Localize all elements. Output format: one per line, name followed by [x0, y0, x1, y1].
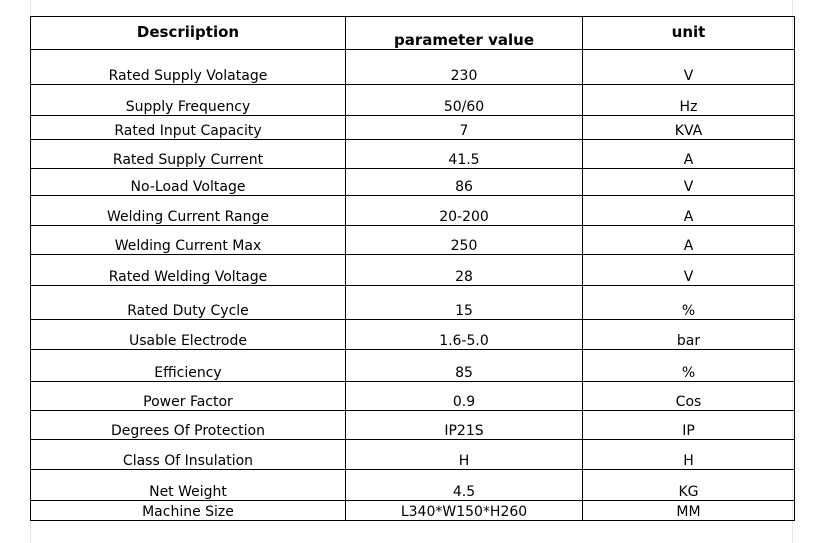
cell-unit: V [582, 49, 795, 85]
header-description: Descriiption [30, 16, 346, 50]
header-row: Descriiption parameter value unit [30, 16, 795, 50]
cell-description: Class Of Insulation [30, 439, 346, 470]
cell-value: 41.5 [345, 139, 583, 169]
cell-value: 4.5 [345, 469, 583, 501]
cell-value: 50/60 [345, 84, 583, 116]
cell-description: Supply Frequency [30, 84, 346, 116]
table-row: No-Load Voltage 86 V [30, 168, 795, 196]
cell-description: Rated Supply Volatage [30, 49, 346, 85]
cell-description: Rated Input Capacity [30, 115, 346, 140]
table-row: Net Weight 4.5 KG [30, 469, 795, 501]
cell-value: 86 [345, 168, 583, 196]
cell-value: 20-200 [345, 195, 583, 226]
cell-description: Rated Duty Cycle [30, 285, 346, 320]
cell-description: Net Weight [30, 469, 346, 501]
table-row: Rated Supply Current 41.5 A [30, 139, 795, 169]
cell-unit: V [582, 168, 795, 196]
cell-unit: A [582, 139, 795, 169]
cell-value: 230 [345, 49, 583, 85]
spec-table: Descriiption parameter value unit Rated … [30, 16, 795, 521]
table-row: Rated Duty Cycle 15 % [30, 285, 795, 320]
cell-description: Rated Welding Voltage [30, 254, 346, 286]
table-row: Rated Input Capacity 7 KVA [30, 115, 795, 140]
table-row: Usable Electrode 1.6-5.0 bar [30, 319, 795, 350]
cell-description: Efficiency [30, 349, 346, 382]
cell-description: Welding Current Range [30, 195, 346, 226]
cell-value: 28 [345, 254, 583, 286]
cell-unit: IP [582, 410, 795, 440]
header-parameter-value: parameter value [345, 16, 583, 50]
cell-value: 7 [345, 115, 583, 140]
cell-description: No-Load Voltage [30, 168, 346, 196]
cell-unit: KG [582, 469, 795, 501]
cell-unit: H [582, 439, 795, 470]
cell-unit: Hz [582, 84, 795, 116]
table-row: Class Of Insulation H H [30, 439, 795, 470]
cell-value: L340*W150*H260 [345, 500, 583, 521]
cell-value: 1.6-5.0 [345, 319, 583, 350]
cell-unit: V [582, 254, 795, 286]
table-row: Welding Current Range 20-200 A [30, 195, 795, 226]
cell-unit: bar [582, 319, 795, 350]
cell-description: Usable Electrode [30, 319, 346, 350]
cell-value: 15 [345, 285, 583, 320]
cell-unit: KVA [582, 115, 795, 140]
cell-unit: % [582, 285, 795, 320]
cell-value: 0.9 [345, 381, 583, 411]
cell-description: Machine Size [30, 500, 346, 521]
cell-value: IP21S [345, 410, 583, 440]
cell-description: Degrees Of Protection [30, 410, 346, 440]
cell-unit: A [582, 225, 795, 255]
cell-value: 250 [345, 225, 583, 255]
cell-description: Power Factor [30, 381, 346, 411]
cell-unit: A [582, 195, 795, 226]
cell-value: 85 [345, 349, 583, 382]
table-row: Power Factor 0.9 Cos [30, 381, 795, 411]
cell-description: Rated Supply Current [30, 139, 346, 169]
header-unit: unit [582, 16, 795, 50]
table-row: Welding Current Max 250 A [30, 225, 795, 255]
cell-value: H [345, 439, 583, 470]
table-row: Machine Size L340*W150*H260 MM [30, 500, 795, 521]
cell-description: Welding Current Max [30, 225, 346, 255]
table-row: Degrees Of Protection IP21S IP [30, 410, 795, 440]
cell-unit: Cos [582, 381, 795, 411]
cell-unit: MM [582, 500, 795, 521]
table-row: Supply Frequency 50/60 Hz [30, 84, 795, 116]
table-row: Efficiency 85 % [30, 349, 795, 382]
table-row: Rated Welding Voltage 28 V [30, 254, 795, 286]
table-row: Rated Supply Volatage 230 V [30, 49, 795, 85]
cell-unit: % [582, 349, 795, 382]
